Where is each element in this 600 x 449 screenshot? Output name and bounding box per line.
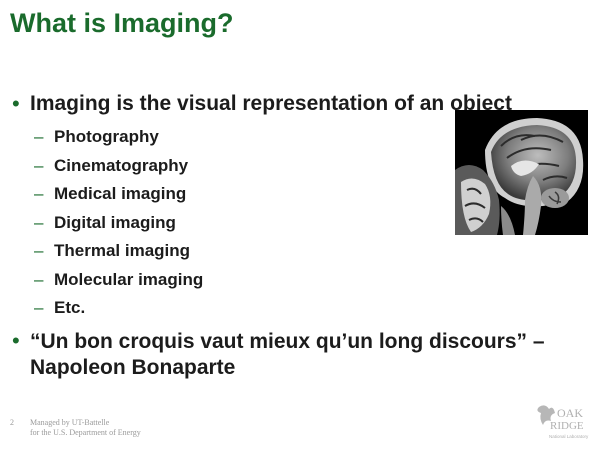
list-item-text: Thermal imaging [54,241,191,261]
dash-marker: – [34,298,44,318]
list-item-text: Molecular imaging [54,269,204,289]
list-item: – Thermal imaging [34,237,203,266]
quote-line: “Un bon croquis vaut mieux qu’un long di… [30,330,545,353]
footer-line: for the U.S. Department of Energy [30,428,141,437]
list-item-text: Cinematography [54,155,189,175]
footer-line: Managed by UT-Battelle [30,418,110,427]
bullet-imaging-definition: • Imaging is the visual representation o… [12,92,512,116]
list-item-text: Medical imaging [54,184,187,204]
logo-subtitle: National Laboratory [549,434,589,439]
dash-marker: – [34,241,44,261]
list-item: – Molecular imaging [34,266,203,295]
logo-ridge: RIDGE [550,420,584,432]
bullet-napoleon-quote: • “Un bon croquis vaut mieux qu’un long … [12,329,552,381]
slide-title: What is Imaging? [10,8,234,38]
list-item: – Photography [34,123,203,152]
page-number: 2 [10,418,14,427]
list-item-text: Digital imaging [54,212,176,232]
list-item: – Digital imaging [34,209,203,238]
footer-text: Managed by UT-Battelle for the U.S. Depa… [30,418,141,438]
list-item-text: Etc. [54,298,86,318]
dash-marker: – [34,184,44,204]
dash-marker: – [34,127,44,147]
quote-attribution: Napoleon Bonaparte [30,356,236,379]
quote-text: “Un bon croquis vaut mieux qu’un long di… [30,329,545,381]
logo-oak: OAK [557,406,583,420]
dash-marker: – [34,212,44,232]
dash-marker: – [34,269,44,289]
list-item: – Cinematography [34,152,203,181]
dash-marker: – [34,155,44,175]
bullet-marker: • [12,91,20,116]
list-item: – Medical imaging [34,180,203,209]
oak-leaf-icon: OAK RIDGE National Laboratory [537,405,589,439]
imaging-types-list: – Photography – Cinematography – Medical im… [34,123,203,323]
oak-ridge-logo: OAK RIDGE National Laboratory [535,403,595,443]
mri-brain-graphic [455,110,588,235]
mri-brain-image [455,110,588,235]
list-item-text: Photography [54,127,159,147]
bullet-text: Imaging is the visual representation of … [30,92,512,115]
list-item: – Etc. [34,294,203,323]
bullet-marker: • [12,328,20,353]
